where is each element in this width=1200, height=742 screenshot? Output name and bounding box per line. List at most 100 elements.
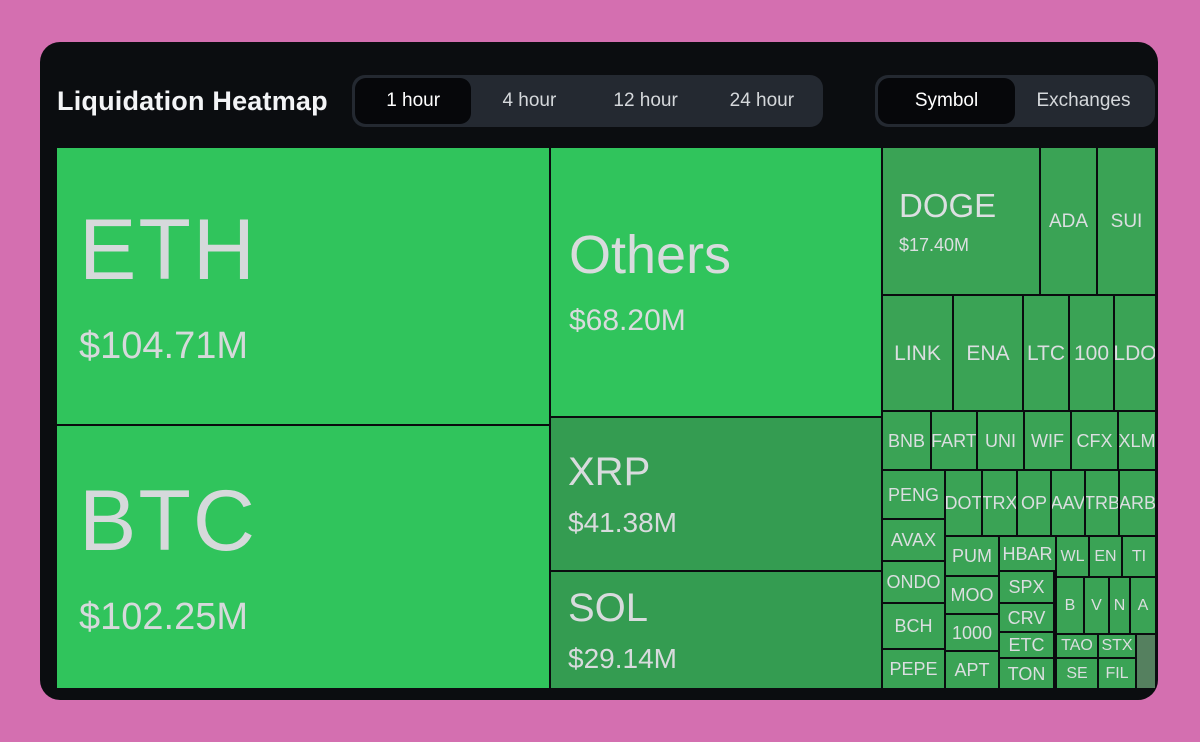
cell-symbol-label: DOT (946, 493, 981, 513)
treemap-cell-wl[interactable]: WL (1057, 537, 1088, 576)
tab-24-hour[interactable]: 24 hour (704, 78, 820, 124)
cell-symbol-label: ADA (1048, 210, 1089, 232)
treemap-cell-ton[interactable]: TON (1000, 659, 1053, 688)
cell-symbol-label: TON (1007, 663, 1046, 684)
treemap-cell-uni[interactable]: UNI (978, 412, 1023, 469)
cell-symbol-label: SOL (568, 585, 649, 630)
cell-symbol-label: TI (1131, 547, 1147, 565)
cell-symbol-label: ENA (966, 341, 1010, 365)
cell-symbol-label: AAV (1052, 493, 1084, 513)
treemap-cell-fil[interactable]: FIL (1099, 659, 1135, 688)
cell-liquidation-value: $17.40M (899, 234, 970, 255)
cell-liquidation-value: $68.20M (569, 304, 686, 337)
cell-symbol-label: HBAR (1002, 543, 1053, 564)
treemap-cell-xlm[interactable]: XLM (1119, 412, 1155, 469)
treemap-cell-sol[interactable]: SOL $29.14M (551, 572, 881, 688)
cell-symbol-label: FART (932, 430, 976, 451)
treemap-cell-arb[interactable]: ARB (1120, 471, 1155, 535)
treemap-cell-v[interactable]: V (1085, 578, 1108, 633)
treemap-cell-pum[interactable]: PUM (946, 537, 998, 575)
cell-symbol-label: CFX (1076, 430, 1113, 451)
treemap-cell-sui[interactable]: SUI (1098, 148, 1155, 294)
cell-symbol-label: ETC (1008, 635, 1045, 655)
cell-symbol-label: ONDO (886, 572, 941, 592)
treemap-cell-blank[interactable] (1137, 635, 1155, 688)
treemap-cell-trx[interactable]: TRX (983, 471, 1016, 535)
cell-symbol-label: MOO (950, 585, 994, 605)
treemap-cell-cfx[interactable]: CFX (1072, 412, 1117, 469)
cell-symbol-label: V (1091, 596, 1102, 614)
cell-symbol-label: ETH (79, 202, 257, 298)
tab-symbol[interactable]: Symbol (878, 78, 1015, 124)
cell-symbol-label: SE (1066, 664, 1088, 682)
cell-symbol-label: A (1137, 596, 1149, 614)
cell-symbol-label: LINK (894, 341, 941, 365)
treemap-cell-crv[interactable]: CRV (1000, 604, 1053, 631)
treemap-cell-ldo[interactable]: LDO (1115, 296, 1155, 410)
cell-symbol-label: BTC (79, 473, 257, 569)
treemap-cell-stx[interactable]: STX (1099, 635, 1135, 657)
treemap-cell-100[interactable]: 100 (1070, 296, 1113, 410)
treemap-cell-n[interactable]: N (1110, 578, 1129, 633)
treemap-cell-eth[interactable]: ETH $104.71M (57, 148, 549, 424)
tab-1-hour[interactable]: 1 hour (355, 78, 472, 124)
treemap-cell-se[interactable]: SE (1057, 659, 1097, 688)
cell-symbol-label: XRP (568, 449, 651, 494)
treemap-cell-op[interactable]: OP (1018, 471, 1050, 535)
cell-symbol-label: 100 (1073, 341, 1110, 365)
cell-symbol-label: PUM (952, 546, 992, 566)
cell-symbol-label: SPX (1008, 577, 1045, 597)
treemap-cell-fart[interactable]: FART (932, 412, 976, 469)
treemap-cell-peng[interactable]: PENG (883, 471, 944, 518)
cell-symbol-label: TRB (1086, 493, 1118, 513)
treemap-cell-ada[interactable]: ADA (1041, 148, 1096, 294)
cell-symbol-label: FIL (1105, 664, 1129, 682)
tab-exchanges[interactable]: Exchanges (1015, 78, 1152, 124)
treemap-cell-ondo[interactable]: ONDO (883, 562, 944, 602)
treemap-cell-avax[interactable]: AVAX (883, 520, 944, 560)
treemap-cell-a[interactable]: A (1131, 578, 1155, 633)
treemap-cell-link[interactable]: LINK (883, 296, 952, 410)
treemap-cell-pepe[interactable]: PEPE (883, 650, 944, 688)
cell-symbol-label: XLM (1119, 430, 1155, 451)
page-title: Liquidation Heatmap (57, 86, 328, 116)
treemap-cell-1000[interactable]: 1000 (946, 615, 998, 650)
treemap-cell-doge[interactable]: DOGE $17.40M (883, 148, 1039, 294)
treemap-cell-btc[interactable]: BTC $102.25M (57, 426, 549, 688)
cell-symbol-label: TRX (983, 493, 1016, 513)
treemap-cell-hbar[interactable]: HBAR (1000, 537, 1055, 570)
treemap-cell-wif[interactable]: WIF (1025, 412, 1070, 469)
cell-symbol-label: AVAX (890, 530, 937, 550)
treemap-cell-moo[interactable]: MOO (946, 577, 998, 613)
treemap-cell-bnb[interactable]: BNB (883, 412, 930, 469)
treemap-cell-tao[interactable]: TAO (1057, 635, 1097, 657)
treemap-cell-xrp[interactable]: XRP $41.38M (551, 418, 881, 570)
cell-symbol-label: PENG (887, 484, 939, 505)
treemap-cell-aav[interactable]: AAV (1052, 471, 1084, 535)
cell-liquidation-value: $29.14M (568, 642, 677, 674)
treemap-cell-others[interactable]: Others $68.20M (551, 148, 881, 416)
treemap: ETH $104.71M BTC $102.25M Others $68.20M XRP $4… (57, 148, 1155, 688)
treemap-cell-trb[interactable]: TRB (1086, 471, 1118, 535)
cell-symbol-label: CRV (1007, 607, 1046, 628)
treemap-cell-ltc[interactable]: LTC (1024, 296, 1068, 410)
cell-symbol-label: PEPE (889, 659, 938, 679)
treemap-cell-dot[interactable]: DOT (946, 471, 981, 535)
treemap-cell-ena[interactable]: ENA (954, 296, 1022, 410)
cell-symbol-label: Others (569, 225, 732, 285)
treemap-cell-en[interactable]: EN (1090, 537, 1121, 576)
treemap-cell-apt[interactable]: APT (946, 652, 998, 688)
tab-12-hour[interactable]: 12 hour (588, 78, 704, 124)
cell-symbol-label: SUI (1110, 210, 1143, 232)
treemap-cell-ti[interactable]: TI (1123, 537, 1155, 576)
cell-symbol-label: EN (1094, 547, 1117, 565)
tab-4-hour[interactable]: 4 hour (471, 78, 587, 124)
cell-symbol-label: WL (1060, 547, 1085, 565)
treemap-cell-spx[interactable]: SPX (1000, 572, 1053, 602)
view-mode-tab-group: Symbol Exchanges (875, 75, 1155, 127)
cell-symbol-label: OP (1020, 493, 1047, 513)
treemap-cell-b[interactable]: B (1057, 578, 1083, 633)
treemap-cell-etc[interactable]: ETC (1000, 633, 1053, 657)
treemap-cell-bch[interactable]: BCH (883, 604, 944, 648)
